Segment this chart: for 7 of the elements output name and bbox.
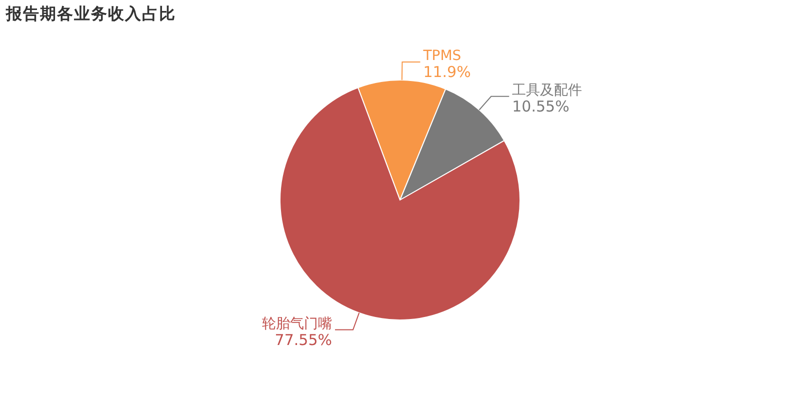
data-label: 10.55% [512,97,570,116]
text: 报告期各业务收入占比 [5,4,176,23]
slice-label: 轮胎气门嘴 [262,316,332,332]
data-label: 11.9% [423,63,471,82]
slice-label: TPMS [422,48,462,64]
data-label: 77.55% [274,330,332,349]
slice-label: 工具及配件 [512,82,582,98]
